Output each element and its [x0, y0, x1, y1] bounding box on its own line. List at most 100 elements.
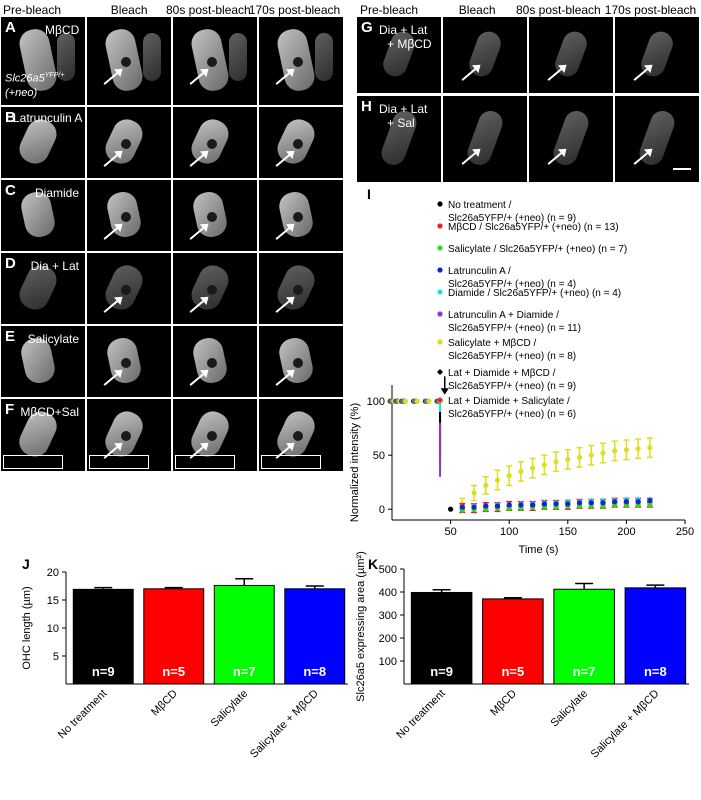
data-point — [565, 456, 571, 463]
right-col-header: 170s post-bleach — [604, 3, 697, 17]
bleach-spot — [121, 431, 131, 441]
data-point — [623, 500, 630, 506]
n-label: n=5 — [501, 664, 524, 679]
prebleach-point — [425, 398, 431, 404]
y-tick-label: 50 — [373, 450, 385, 462]
micrograph-tile — [87, 326, 171, 397]
micrograph-tile: C Diamide — [1, 180, 85, 251]
n-label: n=8 — [303, 664, 326, 679]
micrograph-tile: B Latrunculin A — [1, 107, 85, 178]
legend-entry: Lat + Diamide + Salicylate / Slc26a5YFP/+… — [448, 396, 576, 420]
legend-entry: Latrunculin A / Slc26a5YFP/+ (+neo) (n = … — [448, 266, 576, 290]
prebleach-point — [389, 398, 395, 404]
bar — [410, 591, 473, 685]
data-point — [459, 505, 465, 511]
panel-letter-j: J — [22, 556, 30, 572]
micrograph-tile — [173, 180, 257, 251]
micrograph-tile: H Dia + Lat + Sal — [357, 96, 441, 182]
data-point — [588, 500, 594, 506]
data-point — [647, 499, 653, 505]
prebleach-point — [423, 398, 430, 404]
data-point — [518, 501, 524, 507]
data-point — [576, 500, 583, 506]
y-tick-label: 300 — [379, 610, 397, 622]
data-point — [459, 507, 465, 513]
data-point — [588, 500, 594, 506]
bleach-spot — [207, 284, 217, 295]
panel-letter-i: I — [367, 186, 371, 202]
bleach-spot — [207, 57, 217, 67]
data-point — [647, 500, 653, 506]
panel-letter: H — [361, 98, 372, 115]
hair-cell-image — [229, 33, 247, 81]
y-axis-title: OHC length (µm) — [21, 586, 33, 669]
data-point — [647, 496, 653, 503]
n-label: n=7 — [233, 664, 256, 679]
data-point — [506, 502, 512, 508]
panel-letter: F — [5, 401, 15, 418]
legend-entry: MβCD / Slc26a5YFP/+ (+neo) (n = 13) — [448, 222, 619, 233]
data-point — [612, 497, 618, 504]
data-point — [541, 502, 547, 508]
data-point — [600, 501, 606, 507]
legend-marker — [437, 369, 443, 375]
data-point — [541, 504, 547, 510]
data-point — [576, 501, 583, 507]
bar — [284, 588, 346, 685]
data-point — [635, 502, 641, 508]
prebleach-point — [435, 398, 441, 404]
bleach-arrowhead-icon — [440, 388, 449, 395]
bar — [143, 588, 205, 685]
category-label: Salicylate — [548, 688, 590, 730]
data-point — [471, 503, 477, 509]
x-tick-label: 200 — [617, 526, 635, 538]
bar — [624, 587, 687, 685]
data-point — [541, 500, 547, 506]
data-point — [600, 503, 606, 509]
micrograph-tile — [173, 399, 257, 471]
data-point — [565, 503, 571, 509]
micrograph-tile — [173, 107, 257, 178]
category-label: Salicylate + MβCD — [589, 688, 662, 761]
x-tick-label: 50 — [444, 526, 456, 538]
data-point — [612, 500, 618, 506]
prebleach-point — [401, 398, 407, 404]
data-point — [471, 504, 477, 510]
micrograph-tile — [529, 17, 613, 93]
data-point — [588, 497, 594, 504]
bleach-spot — [207, 211, 217, 222]
prebleach-point — [414, 398, 420, 404]
y-tick-label: 20 — [47, 567, 59, 579]
data-point — [576, 454, 583, 460]
bar — [553, 588, 615, 685]
data-point — [647, 502, 653, 508]
data-point — [518, 502, 524, 508]
data-point — [494, 503, 501, 509]
right-col-header: Bleach — [458, 3, 496, 17]
data-point — [506, 503, 512, 509]
data-point — [518, 503, 524, 509]
treatment-label: MβCD — [45, 23, 80, 37]
bleach-spot — [121, 57, 131, 67]
prebleach-point — [426, 398, 432, 404]
y-tick-label: 100 — [367, 396, 385, 408]
legend-marker — [437, 339, 443, 345]
data-point — [623, 500, 630, 506]
micrograph-tile — [259, 180, 343, 251]
legend-entry: No treatment / Slc26a5YFP/+ (+neo) (n = 9… — [448, 200, 576, 224]
data-point — [600, 500, 606, 506]
prebleach-point — [387, 398, 393, 404]
data-point — [494, 477, 501, 483]
treatment-label: MβCD+Sal — [20, 405, 79, 419]
data-point — [635, 499, 641, 505]
hair-cell-image — [550, 107, 592, 169]
prebleach-point — [396, 398, 402, 404]
prebleach-point — [402, 398, 409, 404]
micrograph-tile — [173, 326, 257, 397]
data-point — [635, 499, 641, 505]
micrograph-tile — [615, 17, 699, 93]
micrograph-tile: F MβCD+Sal — [1, 399, 85, 471]
panel-letter: A — [5, 19, 16, 36]
data-point — [483, 503, 489, 509]
data-point — [600, 500, 606, 506]
